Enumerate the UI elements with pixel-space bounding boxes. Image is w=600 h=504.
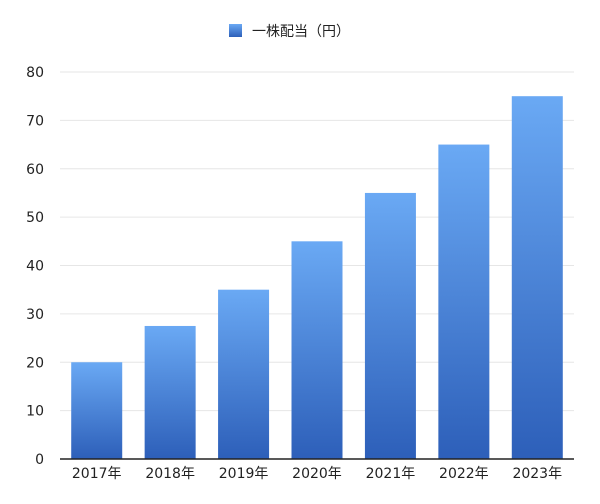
bar (511, 96, 563, 459)
y-tick-label: 20 (26, 355, 44, 371)
legend: 一株配当（円） (229, 24, 350, 40)
y-tick-label: 60 (26, 162, 44, 178)
x-tick-label: 2019年 (219, 466, 269, 482)
legend-label: 一株配当（円） (252, 24, 350, 40)
y-tick-label: 40 (26, 259, 44, 275)
bars (71, 96, 563, 459)
y-tick-label: 30 (26, 307, 44, 323)
y-tick-label: 80 (26, 65, 44, 81)
bar (144, 325, 196, 459)
bar (71, 362, 123, 459)
legend-swatch (229, 24, 242, 37)
y-tick-label: 70 (26, 113, 44, 129)
bar (438, 144, 490, 459)
x-tick-label: 2017年 (72, 466, 122, 482)
bar (291, 241, 343, 459)
y-tick-label: 50 (26, 210, 44, 226)
y-axis-ticks: 0 10 20 30 40 50 60 70 80 (26, 65, 44, 468)
bar (364, 192, 416, 459)
y-tick-label: 10 (26, 404, 44, 420)
x-tick-label: 2018年 (145, 466, 195, 482)
x-tick-label: 2023年 (512, 466, 562, 482)
x-tick-label: 2020年 (292, 466, 342, 482)
x-axis-ticks: 2017年 2018年 2019年 2020年 2021年 2022年 2023年 (72, 466, 562, 482)
bar (218, 289, 270, 459)
x-tick-label: 2022年 (439, 466, 489, 482)
y-tick-label: 0 (35, 452, 44, 468)
x-tick-label: 2021年 (366, 466, 416, 482)
